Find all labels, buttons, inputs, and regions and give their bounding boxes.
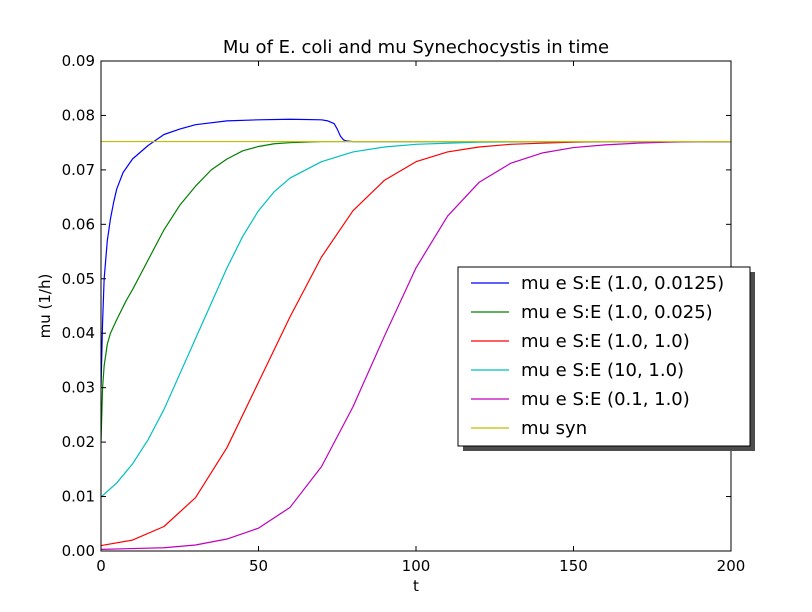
x-axis-label: t (413, 577, 419, 595)
y-tick-label: 0.07 (62, 161, 95, 179)
y-tick-label: 0.09 (62, 52, 95, 70)
y-tick-label: 0.03 (62, 379, 95, 397)
legend-label-1: mu e S:E (1.0, 0.0125) (521, 273, 724, 294)
series-line-4 (101, 140, 731, 498)
y-tick-label: 0.02 (62, 433, 95, 451)
x-axis: 0 50 100 150 200 (96, 61, 745, 575)
y-axis-label: mu (1/h) (36, 274, 54, 339)
y-tick-label: 0.08 (62, 106, 95, 124)
legend-label-4: mu e S:E (10, 1.0) (521, 360, 684, 381)
legend-label-3: mu e S:E (1.0, 1.0) (521, 331, 690, 352)
y-tick-label: 0.04 (62, 324, 95, 342)
y-tick-label: 0.06 (62, 215, 95, 233)
legend-label-6: mu syn (521, 418, 587, 439)
legend: mu e S:E (1.0, 0.0125) mu e S:E (1.0, 0.0… (457, 266, 755, 451)
x-tick-label: 0 (96, 557, 106, 575)
y-tick-label: 0.00 (62, 542, 95, 560)
y-axis: 0.00 0.01 0.02 0.03 0.04 0.05 0.06 0.07 0.08 0.09 (62, 52, 731, 560)
y-tick-label: 0.01 (62, 488, 95, 506)
series-layer (101, 118, 731, 550)
legend-label-2: mu e S:E (1.0, 0.025) (521, 302, 713, 323)
x-tick-label: 50 (249, 557, 268, 575)
chart-title: Mu of E. coli and mu Synechocystis in ti… (223, 37, 609, 58)
x-tick-label: 150 (559, 557, 588, 575)
legend-box (457, 266, 751, 447)
x-tick-label: 100 (402, 557, 431, 575)
x-tick-label: 200 (717, 557, 746, 575)
series-line-5 (101, 140, 731, 550)
legend-label-5: mu e S:E (0.1, 1.0) (521, 389, 690, 410)
y-tick-label: 0.05 (62, 270, 95, 288)
